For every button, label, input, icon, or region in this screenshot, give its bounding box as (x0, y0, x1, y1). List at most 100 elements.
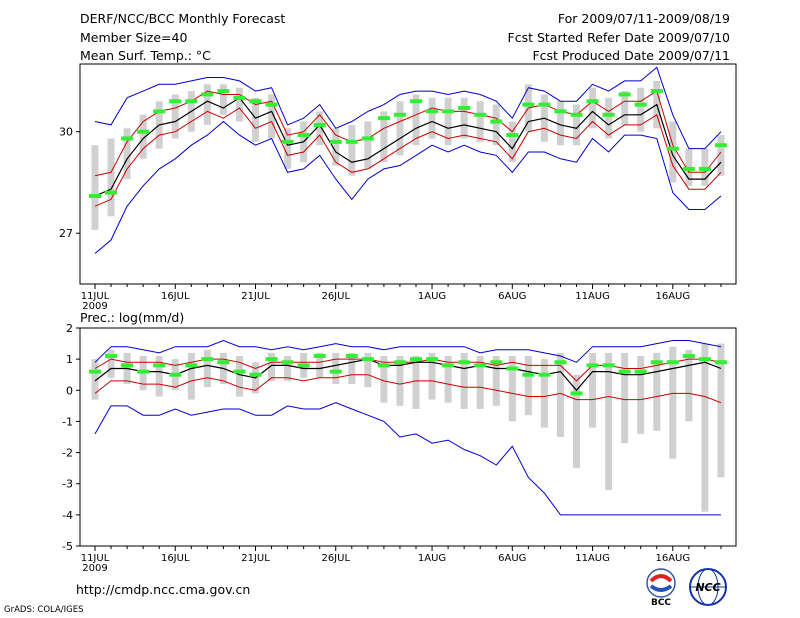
min-line (94, 120, 722, 254)
median-marker (602, 112, 615, 117)
median-marker (233, 369, 246, 374)
y-tick-label: 0 (66, 384, 73, 397)
median-marker (121, 136, 134, 141)
spread-box (444, 97, 452, 146)
source-url[interactable]: http://cmdp.ncc.cma.gov.cn (76, 582, 251, 597)
spread-box (685, 349, 693, 422)
y-tick-label: 27 (59, 227, 73, 240)
median-marker (506, 133, 519, 138)
median-marker (538, 372, 551, 377)
median-marker (682, 166, 695, 171)
forecast-start-date: Fcst Started Refer Date 2009/07/10 (507, 30, 731, 45)
spread-box (637, 356, 645, 434)
median-marker (201, 357, 214, 362)
spread-box (508, 356, 516, 422)
median-marker (666, 360, 679, 365)
spread-box (155, 356, 163, 397)
median-marker (393, 360, 406, 365)
x-tick-label: 11AUG (575, 553, 610, 564)
spread-box (476, 101, 484, 142)
spread-box (107, 349, 115, 378)
median-marker (570, 112, 583, 117)
spread-box (412, 356, 420, 409)
median-marker (345, 354, 358, 359)
precip-chart-title: Prec.: log(mm/d) (80, 310, 184, 325)
median-marker (297, 363, 310, 368)
variable-label: Mean Surf. Temp.: °C (80, 48, 211, 63)
median-marker (474, 363, 487, 368)
spread-box (508, 121, 516, 163)
spread-box (573, 104, 580, 146)
spread-box (573, 374, 580, 469)
x-tick-label: 6AUG (498, 291, 526, 302)
spread-upper-line (94, 358, 722, 382)
spread-box (717, 135, 725, 176)
spread-box (316, 352, 324, 378)
median-marker (281, 139, 294, 144)
median-marker (361, 136, 374, 141)
x-tick-label: 21JUL (241, 291, 270, 302)
min-line (94, 402, 721, 516)
spread-box (123, 128, 131, 180)
x-tick-label: 16JUL (161, 553, 190, 564)
spread-box (621, 352, 629, 444)
median-marker (393, 112, 406, 117)
spread-box (701, 343, 709, 512)
spread-box (653, 352, 661, 431)
x-tick-label: 26JUL (321, 553, 350, 564)
median-marker (666, 146, 679, 151)
ncc-logo: NCC (689, 568, 727, 606)
spread-box (235, 87, 243, 122)
x-tick-label: 16AUG (655, 291, 690, 302)
max-line (94, 66, 722, 150)
spread-box (268, 94, 276, 139)
median-marker (185, 363, 198, 368)
x-tick-label: 1AUG (418, 291, 446, 302)
y-tick-label: -4 (62, 509, 73, 522)
median-marker (506, 366, 519, 371)
x-tick-label: 1AUG (418, 553, 446, 564)
y-tick-label: -2 (62, 447, 73, 460)
median-marker (426, 357, 439, 362)
svg-text:BCC: BCC (651, 598, 671, 607)
spread-box (428, 97, 436, 139)
median-marker (185, 99, 198, 104)
spread-box (428, 352, 436, 400)
spread-box (316, 111, 324, 146)
grads-credit: GrADS: COLA/IGES (4, 605, 84, 615)
median-marker (442, 363, 455, 368)
spread-box (332, 352, 340, 385)
forecast-produced-date: Fcst Produced Date 2009/07/11 (532, 48, 730, 63)
median-marker (458, 360, 471, 365)
spread-box (589, 87, 597, 129)
spread-box (187, 352, 195, 400)
spread-box (621, 91, 629, 125)
median-marker (714, 143, 727, 148)
y-tick-label: 2 (66, 322, 73, 335)
bcc-logo: BCC (646, 568, 676, 607)
median-marker (137, 129, 150, 134)
spread-box (396, 101, 404, 156)
spread-box (91, 359, 99, 400)
median-marker (554, 109, 567, 114)
median-marker (169, 372, 182, 377)
spread-box (364, 121, 372, 169)
spread-box (348, 352, 356, 385)
temperature-chart: 27 30 11JUL 16JUL 21JUL 26JUL 1AUG 6AUG 11AUG 16A… (59, 63, 737, 312)
median-marker (89, 369, 101, 374)
y-tick-label: -5 (62, 540, 73, 553)
median-marker (538, 102, 551, 107)
median-marker (698, 357, 711, 362)
spread-box (348, 124, 356, 176)
median-marker (602, 363, 615, 368)
median-marker (650, 89, 663, 94)
svg-text:NCC: NCC (695, 581, 720, 594)
spread-box (605, 352, 613, 490)
median-marker (554, 360, 567, 365)
spread-box (460, 352, 468, 409)
y-tick-label: 1 (66, 353, 73, 366)
median-marker (105, 354, 118, 359)
median-marker (490, 119, 503, 124)
